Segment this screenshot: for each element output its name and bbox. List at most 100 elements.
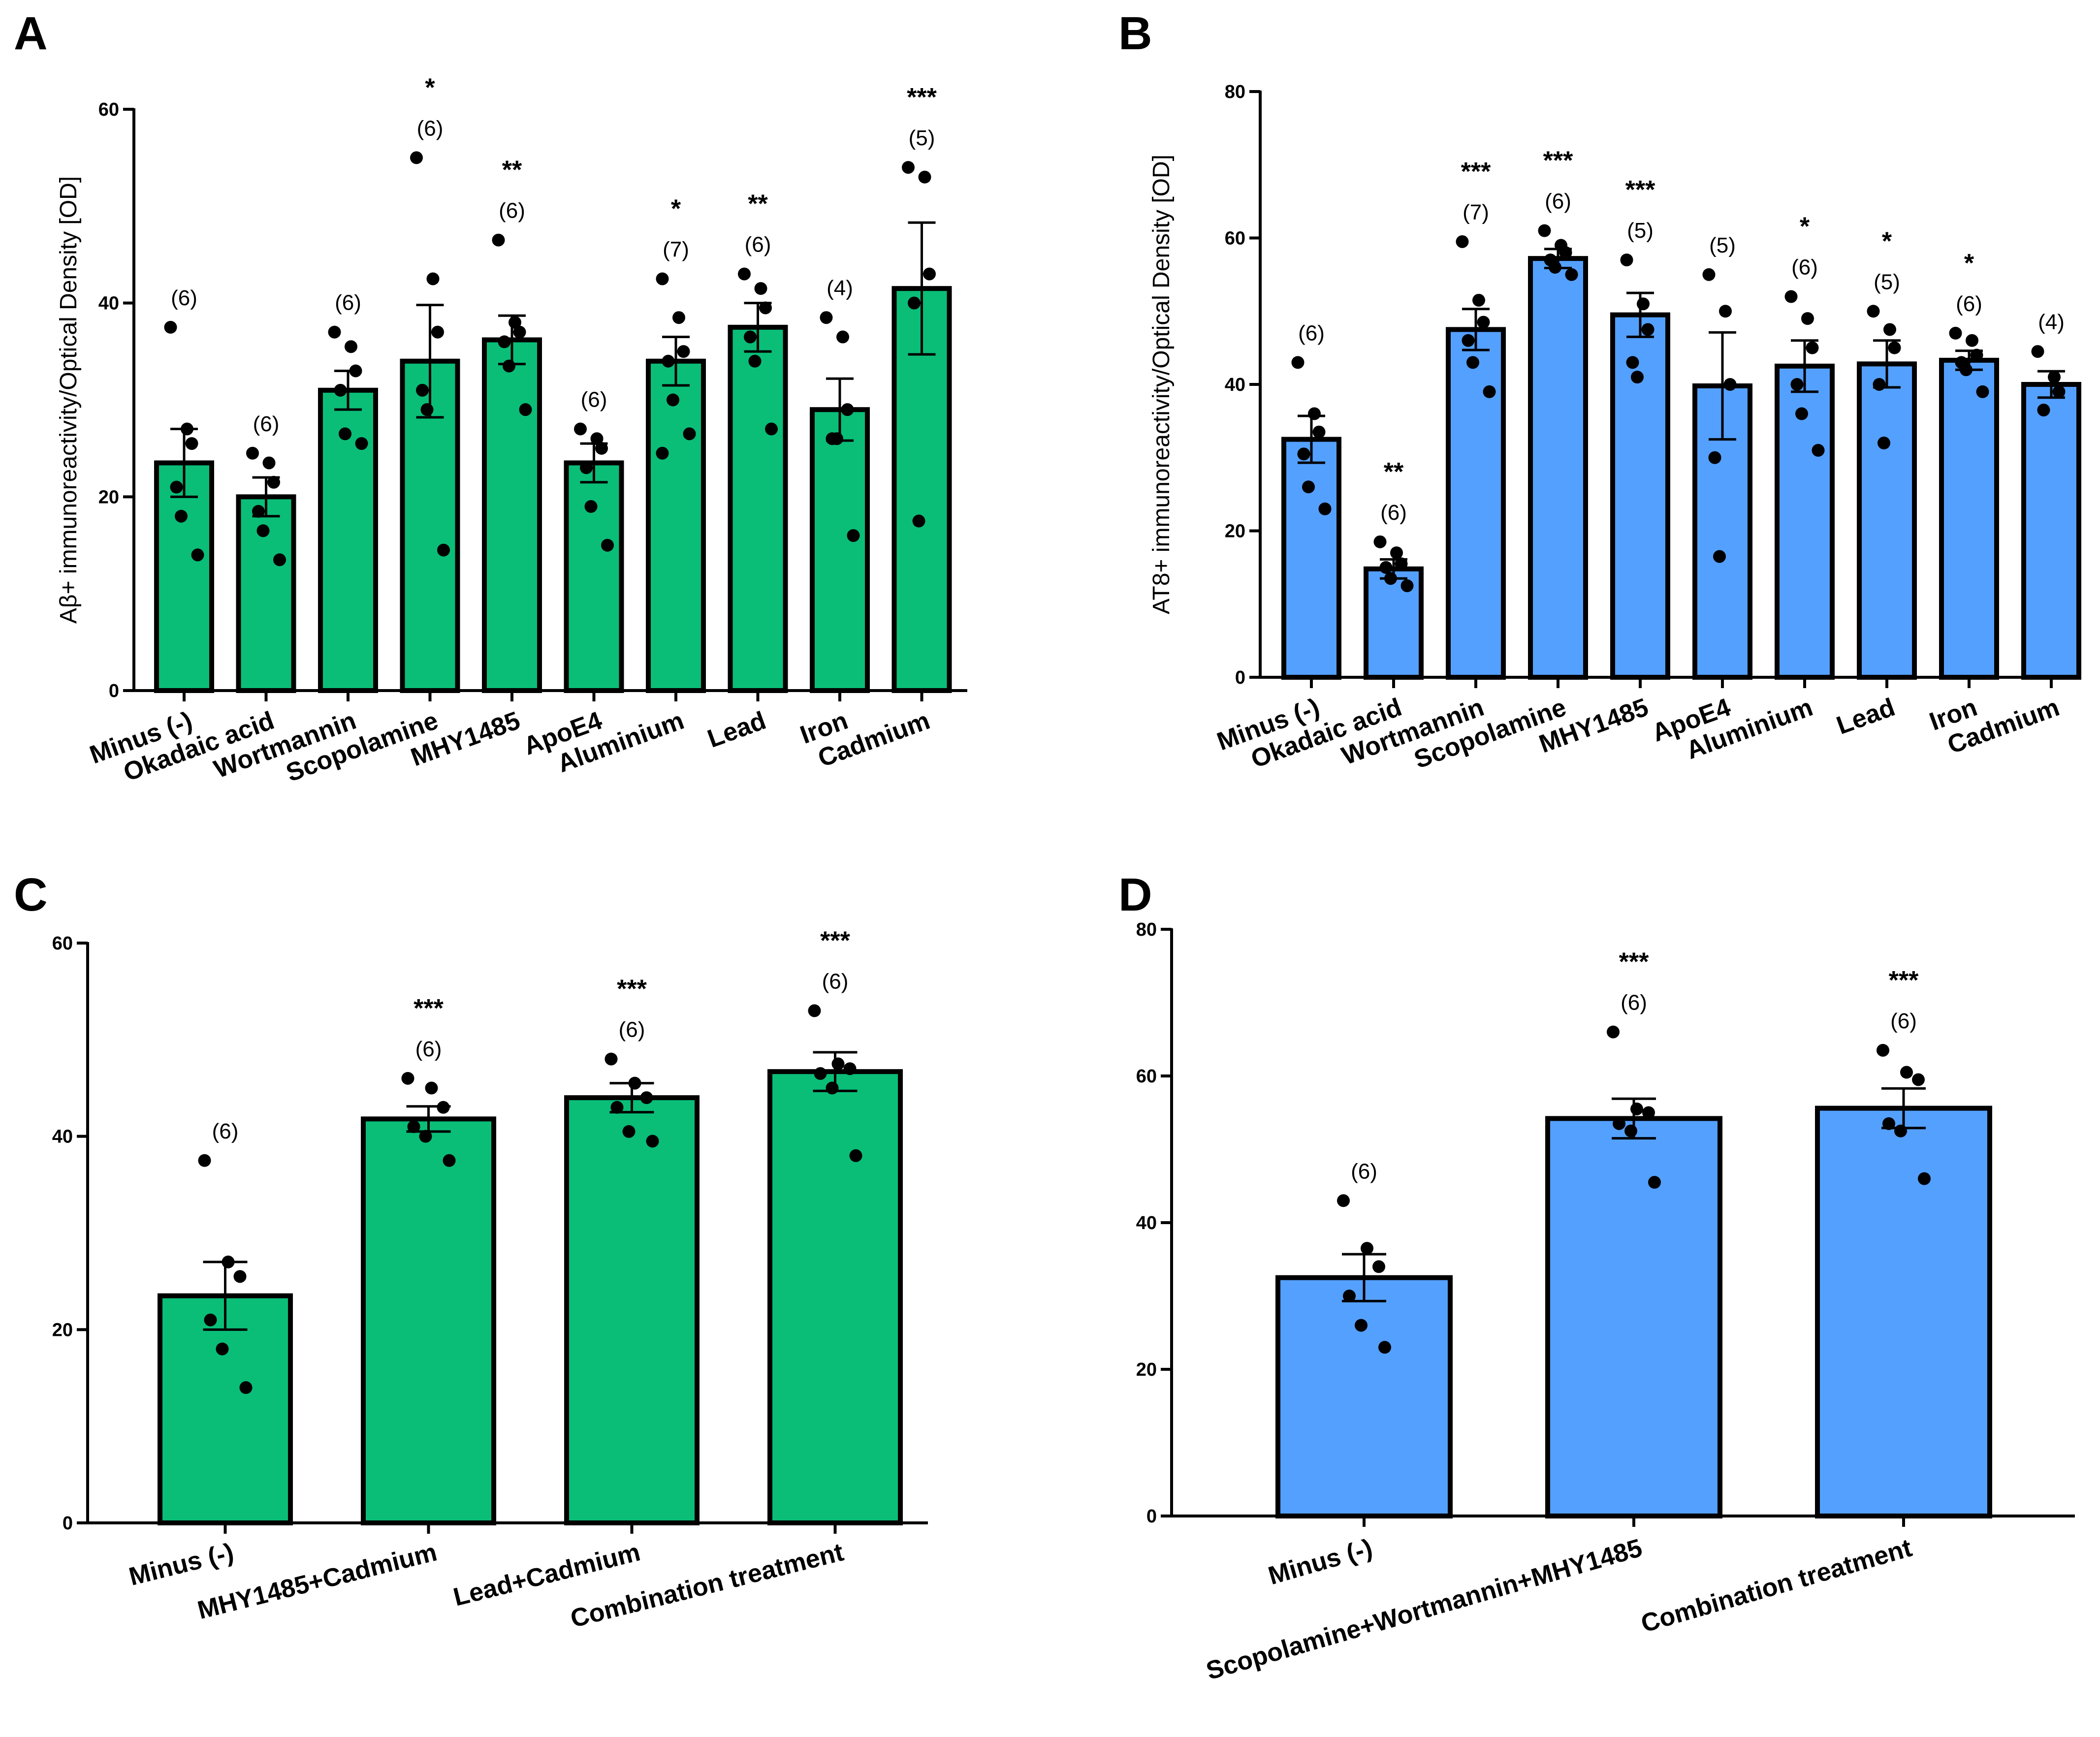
n-label: (6) bbox=[499, 199, 525, 223]
data-point bbox=[836, 330, 849, 344]
data-point bbox=[1538, 224, 1551, 237]
significance-label: *** bbox=[907, 83, 937, 112]
data-point bbox=[1361, 1242, 1373, 1255]
data-point bbox=[222, 1255, 235, 1268]
significance-label: ** bbox=[748, 190, 768, 219]
y-tick-label: 40 bbox=[52, 1127, 73, 1147]
x-category-label: Lead bbox=[1833, 693, 1899, 740]
data-point bbox=[610, 1101, 624, 1114]
data-point bbox=[923, 267, 936, 281]
y-axis-title: Aβ+ immunoreactivity/Optical Density [OD… bbox=[56, 176, 82, 624]
bar bbox=[646, 358, 706, 693]
y-tick-label: 60 bbox=[98, 99, 119, 120]
bar bbox=[1610, 312, 1670, 680]
n-label: (6) bbox=[1956, 292, 1982, 316]
data-point bbox=[503, 359, 515, 373]
data-point bbox=[410, 151, 423, 164]
bar bbox=[1528, 256, 1588, 680]
y-tick-label: 20 bbox=[98, 487, 119, 507]
data-point bbox=[656, 446, 669, 460]
data-point bbox=[1565, 268, 1578, 281]
data-point bbox=[1308, 407, 1321, 420]
data-point bbox=[2037, 404, 2050, 417]
data-point bbox=[437, 543, 450, 557]
data-point bbox=[1390, 546, 1403, 560]
significance-label: *** bbox=[1543, 147, 1573, 175]
bar bbox=[361, 1116, 496, 1525]
n-label: (6) bbox=[415, 1037, 442, 1061]
data-point bbox=[262, 456, 276, 470]
data-point bbox=[1378, 1341, 1391, 1354]
data-point bbox=[170, 480, 183, 494]
data-point bbox=[1966, 334, 1978, 347]
panel-letter: B bbox=[1118, 7, 1152, 60]
y-tick-label: 0 bbox=[1146, 1506, 1157, 1527]
data-point bbox=[1630, 1103, 1643, 1116]
data-point bbox=[198, 1154, 211, 1167]
n-label: (6) bbox=[253, 412, 280, 436]
y-tick-label: 60 bbox=[52, 933, 73, 954]
data-point bbox=[808, 1004, 821, 1017]
n-label: (6) bbox=[1621, 991, 1647, 1015]
data-point bbox=[355, 437, 368, 450]
significance-label: *** bbox=[820, 926, 850, 955]
bar bbox=[1446, 327, 1506, 680]
bar bbox=[1939, 357, 1999, 680]
data-point bbox=[1379, 561, 1393, 574]
x-category-label: Minus (-) bbox=[126, 1538, 236, 1591]
significance-label: ** bbox=[502, 156, 522, 185]
data-point bbox=[1626, 356, 1639, 369]
data-point bbox=[1466, 356, 1479, 369]
n-label: (6) bbox=[1545, 189, 1571, 214]
bar bbox=[728, 324, 788, 693]
data-point bbox=[573, 422, 587, 436]
data-point bbox=[181, 422, 193, 436]
data-point bbox=[1312, 425, 1326, 439]
data-point bbox=[1631, 371, 1644, 384]
data-point bbox=[419, 1130, 432, 1143]
data-point bbox=[415, 383, 429, 397]
data-point bbox=[605, 1052, 618, 1066]
data-point bbox=[437, 1101, 450, 1114]
n-label: (6) bbox=[171, 286, 197, 310]
data-point bbox=[843, 1062, 857, 1075]
data-point bbox=[1867, 305, 1880, 318]
data-point bbox=[328, 325, 341, 339]
data-point bbox=[339, 427, 351, 441]
data-point bbox=[407, 1120, 420, 1134]
n-label: (7) bbox=[663, 237, 689, 261]
y-tick-label: 40 bbox=[1225, 375, 1245, 395]
data-point bbox=[646, 1135, 659, 1148]
data-point bbox=[1894, 1124, 1907, 1137]
data-point bbox=[1456, 235, 1469, 248]
x-category-label: Scopolamine+Wortmannin+MHY1485 bbox=[1203, 1534, 1645, 1686]
y-tick-label: 20 bbox=[1136, 1359, 1157, 1380]
significance-label: *** bbox=[1625, 176, 1655, 204]
data-point bbox=[1637, 297, 1650, 311]
n-label: (6) bbox=[619, 1018, 645, 1042]
data-point bbox=[256, 524, 270, 537]
significance-label: * bbox=[671, 194, 681, 223]
bar bbox=[2021, 382, 2081, 680]
data-point bbox=[1559, 246, 1572, 259]
y-tick-label: 80 bbox=[1225, 82, 1245, 102]
data-point bbox=[1624, 1124, 1637, 1137]
data-point bbox=[401, 1072, 414, 1085]
data-point bbox=[1302, 480, 1315, 494]
data-point bbox=[513, 325, 526, 339]
data-point bbox=[239, 1381, 253, 1394]
n-label: (4) bbox=[827, 276, 853, 300]
data-point bbox=[1372, 1260, 1385, 1273]
data-point bbox=[841, 403, 854, 416]
data-point bbox=[1384, 572, 1397, 585]
n-label: (6) bbox=[581, 388, 607, 412]
data-point bbox=[814, 1067, 827, 1080]
panel-letter: A bbox=[14, 7, 48, 60]
y-tick-label: 60 bbox=[1136, 1066, 1157, 1087]
data-point bbox=[1642, 1106, 1655, 1119]
significance-label: * bbox=[1964, 249, 1974, 278]
data-point bbox=[677, 345, 690, 358]
bar bbox=[1815, 1105, 1992, 1519]
significance-label: * bbox=[1882, 227, 1892, 255]
data-point bbox=[1912, 1073, 1925, 1086]
